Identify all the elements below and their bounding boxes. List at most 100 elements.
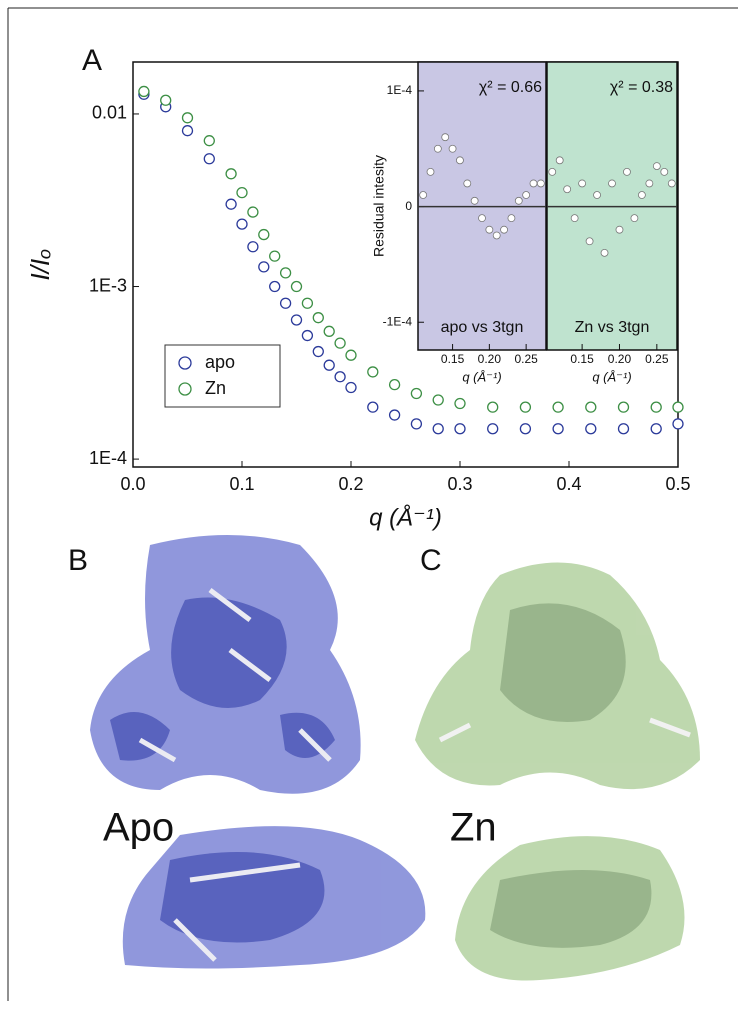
data-point (432, 394, 444, 406)
data-point (258, 228, 270, 241)
data-point (426, 167, 435, 176)
data-point (410, 418, 423, 430)
x-tick-label: 0.20 (478, 352, 502, 366)
data-point (514, 196, 523, 205)
data-point (432, 423, 444, 435)
data-point (388, 409, 401, 421)
data-point (290, 314, 303, 326)
x-tick-label: 0.3 (447, 474, 472, 494)
data-point (563, 185, 572, 194)
x-axis-label: q (Å⁻¹) (369, 503, 442, 531)
data-point (410, 387, 423, 400)
data-point (637, 191, 646, 199)
y-tick-label: 1E-4 (89, 448, 127, 468)
annotation: χ² = 0.66 (479, 79, 542, 96)
y-tick-label: -1E-4 (383, 314, 413, 328)
data-point (367, 366, 379, 378)
panel-label: B (68, 544, 88, 577)
data-point (578, 179, 587, 188)
data-point (522, 191, 531, 199)
data-point (660, 167, 669, 176)
x-tick-label: 0.25 (514, 352, 538, 366)
annotation: Zn vs 3tgn (575, 319, 650, 336)
zn-structure-top (415, 562, 700, 790)
data-point (160, 94, 172, 106)
x-tick-label: 0.15 (570, 352, 594, 366)
x-axis-label: q (Å⁻¹) (592, 369, 631, 384)
x-tick-label: 0.5 (665, 474, 690, 494)
x-tick-label: 0.2 (338, 474, 363, 494)
data-point (492, 231, 501, 240)
data-point (181, 112, 194, 124)
x-axis-label: q (Å⁻¹) (462, 369, 501, 384)
x-tick-label: 0.15 (441, 352, 465, 366)
data-point (203, 153, 215, 165)
data-point (500, 225, 508, 234)
data-point (617, 401, 630, 413)
data-point (552, 423, 564, 435)
apo-structure-top (90, 535, 361, 794)
data-point (650, 401, 662, 413)
legend-label: Zn (205, 378, 226, 398)
y-tick-label: 1E-3 (89, 275, 127, 295)
data-point (312, 312, 324, 324)
data-point (323, 359, 335, 371)
data-point (552, 401, 564, 413)
data-point (441, 133, 450, 142)
data-point (456, 156, 464, 165)
data-point (536, 179, 545, 188)
data-point (548, 167, 557, 176)
y-axis-label: I/Iₒ (25, 249, 55, 281)
data-point (645, 179, 654, 188)
x-tick-label: 0.20 (608, 352, 632, 366)
data-point (367, 401, 379, 413)
data-point (138, 85, 150, 98)
data-point (630, 214, 639, 223)
data-point (593, 191, 601, 199)
data-point (507, 214, 516, 223)
data-point (454, 423, 466, 435)
data-point (181, 125, 194, 137)
data-point (225, 198, 237, 210)
data-point (448, 144, 457, 153)
data-point (615, 225, 624, 234)
data-point (345, 349, 357, 361)
annotation: apo vs 3tgn (441, 319, 524, 336)
data-point (487, 401, 499, 413)
data-point (608, 179, 616, 188)
data-point (301, 329, 314, 342)
data-point (345, 381, 357, 394)
panel-label: A (82, 44, 102, 77)
x-tick-label: 0.4 (556, 474, 581, 494)
data-point (650, 423, 662, 435)
legend-label: apo (205, 352, 235, 372)
data-point (334, 337, 346, 349)
data-point (463, 179, 472, 188)
data-point (290, 280, 303, 293)
y-axis-label: Residual intesity (371, 155, 387, 257)
data-point (623, 167, 631, 176)
data-point (519, 423, 532, 435)
data-point (258, 261, 270, 273)
data-point (487, 423, 499, 435)
data-point (203, 135, 215, 147)
data-point (529, 179, 538, 188)
y-tick-label: 1E-4 (387, 83, 413, 97)
y-tick-label: 0 (405, 199, 412, 213)
data-point (334, 371, 346, 383)
data-point (279, 297, 292, 309)
apo-structure-bottom (122, 826, 426, 969)
data-point (247, 206, 259, 218)
data-point (279, 267, 292, 279)
legend-marker (178, 356, 192, 370)
data-point (236, 218, 248, 230)
data-point (236, 186, 248, 199)
data-point (617, 423, 630, 435)
data-point (323, 325, 335, 337)
y-tick-label: 0.01 (92, 103, 127, 123)
data-point (247, 241, 259, 253)
x-tick-label: 0.1 (229, 474, 254, 494)
data-point (419, 191, 428, 199)
structure-label: Apo (103, 806, 174, 850)
